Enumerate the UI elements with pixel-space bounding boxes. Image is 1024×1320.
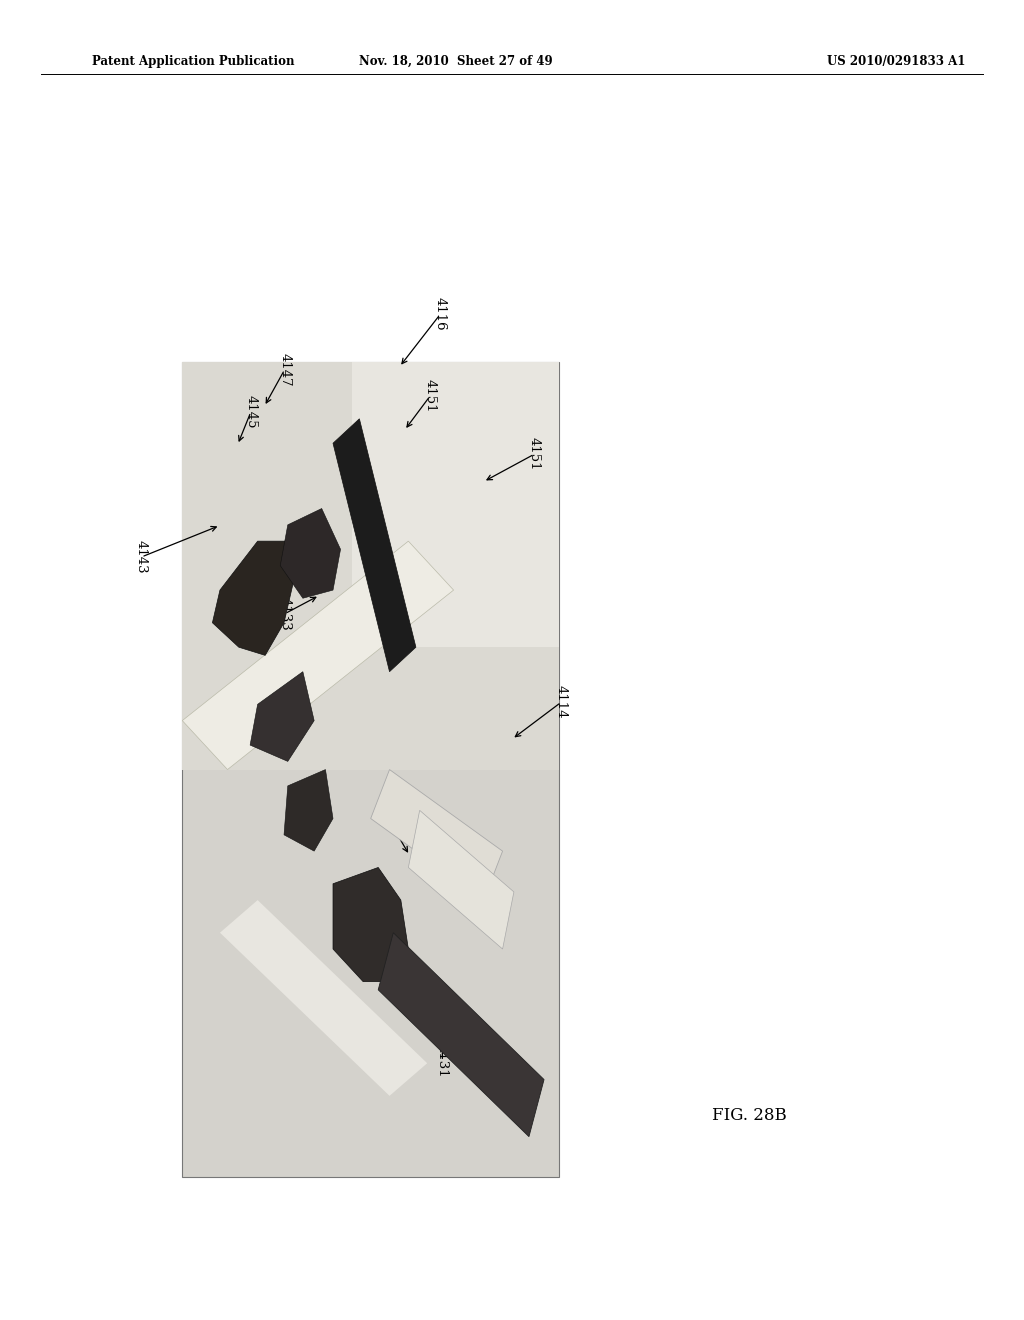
Text: 4151: 4151: [528, 437, 541, 471]
Text: 4133: 4133: [279, 597, 291, 631]
Text: FIG. 28B: FIG. 28B: [712, 1107, 786, 1123]
Bar: [182, 362, 559, 770]
Text: 4114: 4114: [555, 685, 567, 719]
Polygon shape: [333, 418, 416, 672]
Polygon shape: [378, 933, 544, 1137]
Polygon shape: [281, 508, 341, 598]
Polygon shape: [250, 672, 314, 762]
Polygon shape: [333, 867, 409, 982]
Polygon shape: [371, 770, 503, 900]
Text: 4131: 4131: [436, 1044, 449, 1078]
Polygon shape: [212, 541, 295, 655]
Text: 4147: 4147: [279, 352, 291, 387]
Polygon shape: [220, 900, 427, 1096]
Text: US 2010/0291833 A1: US 2010/0291833 A1: [826, 55, 966, 67]
Text: 4143: 4143: [135, 540, 147, 574]
Bar: [182, 362, 559, 1177]
Text: 4116: 4116: [434, 297, 446, 331]
Polygon shape: [409, 810, 514, 949]
Text: Patent Application Publication: Patent Application Publication: [92, 55, 295, 67]
Text: 4145: 4145: [245, 395, 257, 429]
Text: 4129: 4129: [378, 795, 390, 829]
Bar: [352, 362, 559, 647]
Text: 4151: 4151: [424, 379, 436, 413]
Polygon shape: [182, 541, 454, 770]
Text: Nov. 18, 2010  Sheet 27 of 49: Nov. 18, 2010 Sheet 27 of 49: [358, 55, 553, 67]
Polygon shape: [284, 770, 333, 851]
